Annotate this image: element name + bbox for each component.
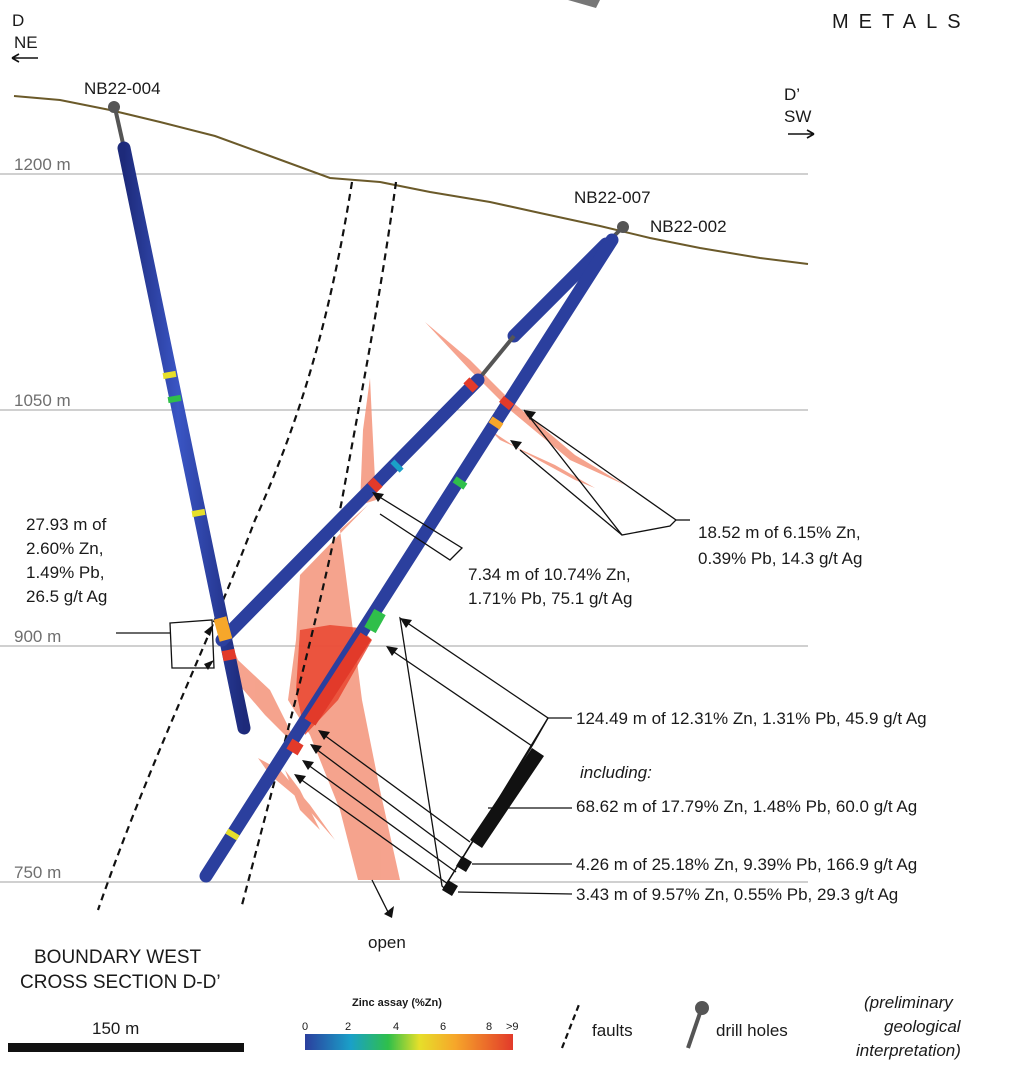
including-bars	[442, 748, 544, 896]
main-zone	[288, 505, 400, 880]
elevation-label-750: 750 m	[14, 863, 61, 882]
colorbar-tick-6: 6	[440, 1021, 446, 1033]
colorbar-tick-9: >9	[506, 1021, 519, 1033]
section-title-line2: CROSS SECTION D-D’	[20, 972, 221, 993]
open-arrow-icon	[384, 906, 394, 918]
drill-hole-legend-icon	[695, 1001, 709, 1015]
arrow-left-icon	[11, 53, 38, 63]
intercept-18-52-line1: 18.52 m of 6.15% Zn,	[698, 523, 861, 542]
fault-west	[96, 181, 354, 911]
including-label: including:	[580, 763, 652, 782]
intercept-4-26: 4.26 m of 25.18% Zn, 9.39% Pb, 166.9 g/t…	[576, 855, 917, 874]
intercept-27-93-line3: 1.49% Pb,	[26, 563, 104, 582]
section-letter-d-prime: D’	[784, 85, 800, 104]
arrow-right-icon	[788, 129, 815, 139]
scale-bar-label: 150 m	[92, 1019, 139, 1038]
open-arrow-shaft	[371, 879, 389, 913]
open-label: open	[368, 933, 406, 952]
collar-NB22-004	[108, 101, 120, 113]
drill-hole-label-NB22-007: NB22-007	[574, 188, 651, 207]
direction-label-sw: SW	[784, 107, 811, 126]
drill-hole-NB22-007	[215, 373, 485, 647]
colorbar-title: Zinc assay (%Zn)	[352, 997, 442, 1009]
drill-hole-NB22-007-gap	[476, 334, 516, 382]
intercept-27-93-line2: 2.60% Zn,	[26, 539, 104, 558]
drill-hole-NB22-007-upper	[507, 237, 613, 343]
drill-holes-legend-label: drill holes	[716, 1021, 788, 1040]
note-line1: (preliminary	[864, 993, 954, 1012]
intercept-7-34-line2: 1.71% Pb, 75.1 g/t Ag	[468, 589, 632, 608]
assay-bands	[162, 370, 514, 841]
drill-hole-NB22-002	[199, 233, 619, 883]
intercept-124-49: 124.49 m of 12.31% Zn, 1.31% Pb, 45.9 g/…	[576, 709, 927, 728]
collar-NB22-007	[617, 221, 629, 233]
note-line3: interpretation)	[856, 1041, 961, 1060]
ne-zone-wedge	[228, 635, 300, 750]
drill-hole-label-NB22-004: NB22-004	[84, 79, 161, 98]
elevation-label-900: 900 m	[14, 627, 61, 646]
mineralization-zones	[228, 322, 625, 880]
drill-hole-label-NB22-002: NB22-002	[650, 217, 727, 236]
intercept-27-93-line1: 27.93 m of	[26, 515, 107, 534]
colorbar-ticks: 0 2 4 6 8 >9	[302, 1021, 519, 1033]
faults	[96, 181, 398, 911]
direction-label-ne: NE	[14, 33, 38, 52]
colorbar-tick-4: 4	[393, 1021, 399, 1033]
colorbar-tick-0: 0	[302, 1021, 308, 1033]
intercept-27-93-line4: 26.5 g/t Ag	[26, 587, 107, 606]
intercept-68-62: 68.62 m of 17.79% Zn, 1.48% Pb, 60.0 g/t…	[576, 797, 917, 816]
colorbar-tick-8: 8	[486, 1021, 492, 1033]
drill-hole-NB22-004-collar	[113, 107, 126, 149]
section-letter-d: D	[12, 11, 24, 30]
upper-zone	[360, 378, 376, 505]
drill-hole-legend-stem	[686, 1009, 703, 1049]
logo-mark-fragment	[568, 0, 600, 8]
lower-wedge	[258, 758, 335, 840]
topography-line	[13, 95, 809, 265]
callout-arrowheads	[204, 410, 536, 784]
elevation-label-1200: 1200 m	[14, 155, 71, 174]
scale-bar	[8, 1043, 244, 1052]
sw-upper-wedge-2	[490, 430, 595, 488]
zinc-colorbar	[305, 1034, 513, 1050]
intercept-3-43: 3.43 m of 9.57% Zn, 0.55% Pb, 29.3 g/t A…	[576, 885, 898, 904]
section-title-line1: BOUNDARY WEST	[34, 947, 202, 968]
intercept-7-34-line1: 7.34 m of 10.74% Zn,	[468, 565, 631, 584]
lower-wedge-2	[285, 770, 320, 830]
elevation-gridlines	[0, 173, 808, 883]
elevation-label-1050: 1050 m	[14, 391, 71, 410]
intercept-18-52-line2: 0.39% Pb, 14.3 g/t Ag	[698, 549, 862, 568]
logo-metals: METALS	[832, 11, 971, 33]
note-line2: geological	[884, 1017, 962, 1036]
faults-legend-icon	[560, 1001, 582, 1049]
colorbar-tick-2: 2	[345, 1021, 351, 1033]
faults-legend-label: faults	[592, 1021, 633, 1040]
